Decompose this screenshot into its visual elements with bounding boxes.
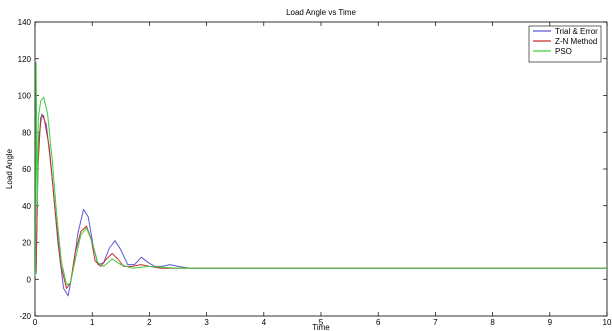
y-tick-label: 20 bbox=[22, 239, 31, 248]
x-tick-label: 8 bbox=[490, 318, 495, 327]
plot-area bbox=[34, 21, 608, 317]
x-tick-label: 2 bbox=[147, 318, 152, 327]
y-tick-label: 100 bbox=[18, 92, 32, 101]
y-tick-label: 60 bbox=[22, 165, 31, 174]
x-axis-title: Time bbox=[312, 323, 330, 331]
y-tick-label: 120 bbox=[18, 55, 32, 64]
x-tick-label: 10 bbox=[603, 318, 612, 327]
x-tick-label: 9 bbox=[548, 318, 553, 327]
y-tick-label: 140 bbox=[18, 18, 32, 27]
legend-label: PSO bbox=[555, 47, 572, 56]
legend-box bbox=[528, 25, 602, 63]
y-axis-title: Load Angle bbox=[5, 148, 14, 189]
y-tick-label: 0 bbox=[27, 275, 32, 284]
x-tick-label: 6 bbox=[376, 318, 381, 327]
x-tick-label: 3 bbox=[204, 318, 209, 327]
legend-label: Trial & Error bbox=[555, 27, 598, 36]
y-tick-label: 80 bbox=[22, 128, 31, 137]
series-line-3 bbox=[34, 61, 607, 286]
series-layer bbox=[34, 61, 607, 297]
y-tick-label: 40 bbox=[22, 202, 31, 211]
chart-title: Load Angle vs Time bbox=[286, 8, 356, 17]
x-tick-label: 7 bbox=[433, 318, 438, 327]
x-tick-label: 4 bbox=[262, 318, 267, 327]
x-tick-label: 5 bbox=[319, 318, 324, 327]
x-tick-label: 0 bbox=[33, 318, 38, 327]
x-tick-label: 1 bbox=[90, 318, 95, 327]
legend-label: Z-N Method bbox=[555, 37, 597, 46]
y-tick-label: -20 bbox=[19, 312, 31, 321]
